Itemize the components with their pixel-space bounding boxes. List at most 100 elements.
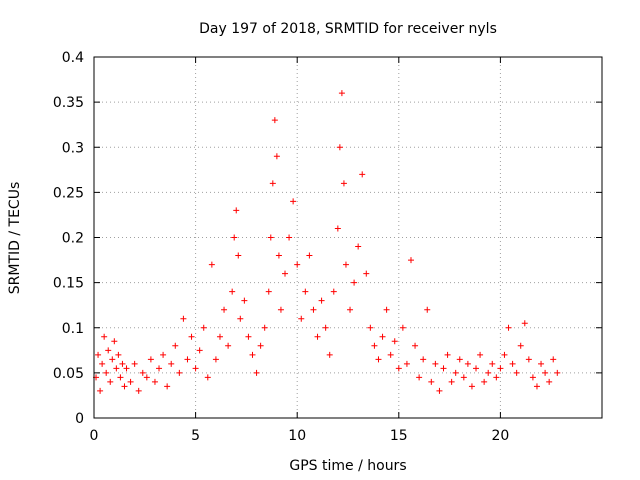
data-point <box>216 333 223 340</box>
data-point <box>424 306 431 313</box>
y-tick-label: 0 <box>75 411 84 427</box>
data-point <box>200 324 207 331</box>
data-point <box>109 356 116 363</box>
data-point <box>286 234 293 241</box>
data-point <box>275 252 282 259</box>
data-point <box>101 333 108 340</box>
data-point <box>546 378 553 385</box>
data-point <box>363 270 370 277</box>
data-point <box>468 383 475 390</box>
data-point <box>314 333 321 340</box>
data-point <box>412 342 419 349</box>
data-point <box>379 333 386 340</box>
data-point <box>420 356 427 363</box>
data-point <box>347 306 354 313</box>
data-point <box>135 387 142 394</box>
data-point <box>184 356 191 363</box>
y-tick-label: 0.4 <box>62 50 84 66</box>
data-point <box>432 360 439 367</box>
data-point <box>428 378 435 385</box>
data-point <box>509 360 516 367</box>
data-point <box>208 261 215 268</box>
data-point <box>533 383 540 390</box>
data-point <box>261 324 268 331</box>
data-point <box>267 234 274 241</box>
x-tick-label: 5 <box>191 428 200 444</box>
chart-title: Day 197 of 2018, SRMTID for receiver nyl… <box>199 21 497 37</box>
data-points <box>93 90 561 394</box>
data-point <box>233 207 240 214</box>
data-point <box>375 356 382 363</box>
data-point <box>180 315 187 322</box>
data-point <box>550 356 557 363</box>
y-tick-label: 0.3 <box>62 140 84 156</box>
data-point <box>493 374 500 381</box>
data-point <box>456 356 463 363</box>
data-point <box>497 365 504 372</box>
data-point <box>99 360 106 367</box>
x-tick-label: 15 <box>390 428 408 444</box>
data-point <box>151 378 158 385</box>
data-point <box>525 356 532 363</box>
data-point <box>253 369 260 376</box>
data-point <box>172 342 179 349</box>
data-point <box>113 365 120 372</box>
data-point <box>367 324 374 331</box>
data-point <box>477 351 484 358</box>
plot-frame <box>93 56 603 419</box>
data-point <box>131 360 138 367</box>
data-point <box>237 315 244 322</box>
data-point <box>517 342 524 349</box>
data-point <box>121 383 128 390</box>
data-point <box>485 369 492 376</box>
data-point <box>326 351 333 358</box>
data-point <box>139 369 146 376</box>
y-tick-label: 0.05 <box>53 366 84 382</box>
data-point <box>387 351 394 358</box>
data-point <box>342 261 349 268</box>
data-point <box>265 288 272 295</box>
data-point <box>501 351 508 358</box>
y-axis-label: SRMTID / TECUs <box>7 182 23 295</box>
data-point <box>160 351 167 358</box>
data-point <box>448 378 455 385</box>
data-point <box>371 342 378 349</box>
data-point <box>204 374 211 381</box>
data-point <box>249 351 256 358</box>
data-point <box>229 288 236 295</box>
data-point <box>277 306 284 313</box>
data-point <box>306 252 313 259</box>
data-point <box>156 365 163 372</box>
data-point <box>294 261 301 268</box>
data-point <box>298 315 305 322</box>
data-point <box>164 383 171 390</box>
y-tick-label: 0.2 <box>62 231 84 247</box>
data-point <box>440 365 447 372</box>
data-point <box>452 369 459 376</box>
data-point <box>192 365 199 372</box>
data-point <box>403 360 410 367</box>
y-tick-label: 0.1 <box>62 321 84 337</box>
data-point <box>538 360 545 367</box>
data-point <box>464 360 471 367</box>
data-point <box>105 347 112 354</box>
data-point <box>529 374 536 381</box>
data-point <box>489 360 496 367</box>
data-point <box>302 288 309 295</box>
data-point <box>359 171 366 178</box>
data-point <box>330 288 337 295</box>
data-point <box>188 333 195 340</box>
data-point <box>473 365 480 372</box>
data-point <box>310 306 317 313</box>
data-point <box>282 270 289 277</box>
y-tick-label: 0.15 <box>53 276 84 292</box>
data-point <box>212 356 219 363</box>
data-point <box>257 342 264 349</box>
data-point <box>554 369 561 376</box>
data-point <box>147 356 154 363</box>
data-point <box>176 369 183 376</box>
data-point <box>395 365 402 372</box>
data-point <box>269 180 276 187</box>
data-point <box>119 360 126 367</box>
